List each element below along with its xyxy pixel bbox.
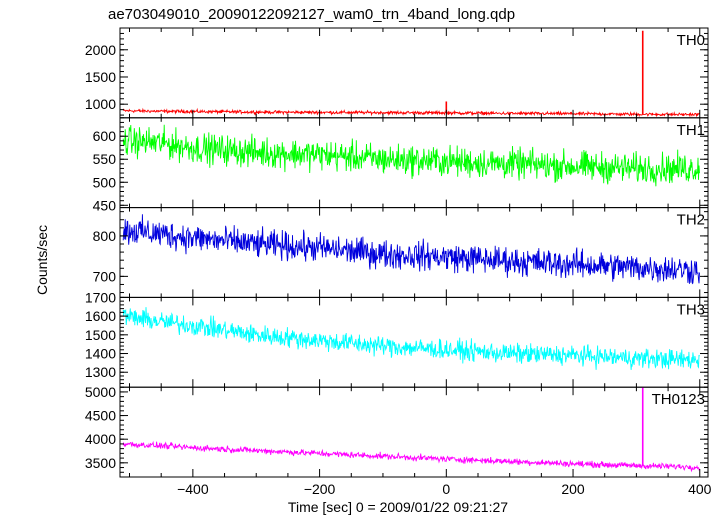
panel-label-th2: TH2 <box>677 212 705 229</box>
y-tick-label: 600 <box>93 128 117 144</box>
panel-th1: 450 500 550 600 TH1 <box>93 117 709 213</box>
panel-label-th1: TH1 <box>677 122 705 139</box>
panel-frame <box>119 386 709 478</box>
y-tick-label: 450 <box>93 197 117 213</box>
y-tick-label: 500 <box>93 174 117 190</box>
y-tick-label: 550 <box>93 151 117 167</box>
y-tick-label: 1500 <box>85 69 116 85</box>
x-axis-label: Time [sec] 0 = 2009/01/22 09:21:27 <box>288 499 508 515</box>
y-tick-label: 4000 <box>85 431 116 447</box>
y-tick-label: 4500 <box>85 408 116 424</box>
series-line-th1 <box>122 124 700 187</box>
panel-th2: 700 800 TH2 <box>93 207 709 298</box>
panel-label-th0: TH0 <box>677 32 705 49</box>
y-tick-label: 3500 <box>85 455 116 471</box>
panel-th0123: 3500 4000 4500 5000 TH0123 <box>85 384 709 478</box>
panel-label-th3: TH3 <box>677 301 705 318</box>
y-tick-label: 1300 <box>85 364 116 380</box>
x-tick-label: −400 <box>177 481 209 497</box>
y-tick-label: 1700 <box>85 289 116 305</box>
x-tick-label: 200 <box>561 481 585 497</box>
y-tick-label: 1500 <box>85 327 116 343</box>
series-line-th3 <box>122 307 700 370</box>
panel-frame <box>119 207 709 298</box>
y-axis-label: Counts/sec <box>34 225 50 295</box>
y-tick-label: 1000 <box>85 96 116 112</box>
panel-label-th0123: TH0123 <box>652 391 705 408</box>
series-line-th0 <box>122 107 700 118</box>
x-tick-label: 400 <box>688 481 712 497</box>
chart-title: ae703049010_20090122092127_wam0_trn_4ban… <box>108 6 515 23</box>
y-tick-label: 2000 <box>85 42 116 58</box>
series-line-th2 <box>122 214 700 285</box>
series-line-th0123 <box>122 440 700 473</box>
panel-frame <box>119 296 709 388</box>
x-tick-label: −200 <box>304 481 336 497</box>
panel-th0: 1000 1500 2000 TH0 <box>85 27 709 119</box>
y-tick-label: 1600 <box>85 308 116 324</box>
x-tick-label: 0 <box>442 481 450 497</box>
y-tick-label: 700 <box>93 268 117 284</box>
y-tick-label: 1400 <box>85 346 116 362</box>
y-tick-label: 5000 <box>85 384 116 400</box>
panel-frame <box>119 27 709 119</box>
y-tick-label: 800 <box>93 228 117 244</box>
panel-th3: 1300 1400 1500 1600 1700 TH3 <box>85 289 709 388</box>
